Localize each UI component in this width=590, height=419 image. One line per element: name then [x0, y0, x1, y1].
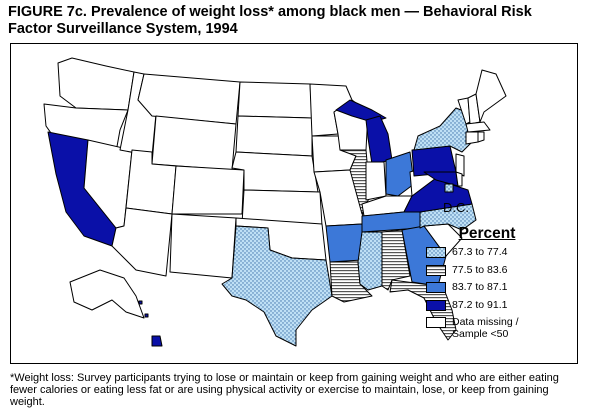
state-hi-small-1	[138, 300, 143, 305]
legend-swatch-light-dots	[426, 247, 446, 258]
state-oh	[385, 151, 415, 197]
state-ms	[357, 231, 383, 291]
state-wy	[151, 115, 237, 171]
state-nd	[237, 81, 313, 119]
dc-inset-label: D.C.	[443, 200, 469, 215]
legend-item: 83.7 to 87.1	[426, 281, 576, 299]
state-il	[339, 149, 371, 215]
state-hi-small-2	[144, 313, 149, 318]
state-co	[171, 165, 245, 215]
legend-item: 87.2 to 91.1	[426, 299, 576, 317]
legend-swatch-none	[426, 317, 446, 328]
state-ar	[325, 223, 363, 263]
state-az	[111, 207, 173, 277]
state-nm	[169, 213, 237, 279]
legend-item: 67.3 to 77.4	[426, 246, 576, 264]
state-de	[455, 171, 463, 187]
state-in	[365, 161, 387, 201]
state-ct	[465, 131, 479, 145]
legend-label: 87.2 to 91.1	[452, 298, 508, 311]
footnote: *Weight loss: Survey participants trying…	[10, 372, 559, 408]
legend-item: Data missing / Sample <50	[426, 316, 576, 344]
state-nj	[455, 153, 465, 177]
state-mt	[137, 73, 241, 125]
state-sd	[235, 115, 313, 157]
legend-title: Percent	[458, 225, 516, 242]
state-nc	[419, 203, 477, 231]
state-dc-inset	[444, 183, 454, 193]
legend-label: 67.3 to 77.4	[452, 246, 508, 258]
legend-label: 83.7 to 87.1	[452, 281, 508, 293]
state-mi	[365, 115, 393, 165]
state-wa	[57, 57, 135, 111]
map-panel	[10, 43, 578, 364]
figure-title: FIGURE 7c. Prevalence of weight loss* am…	[8, 4, 532, 37]
state-ne	[231, 151, 319, 193]
state-ma	[465, 121, 491, 133]
legend-item: 77.5 to 83.6	[426, 264, 576, 282]
legend-swatch-dark-blue	[426, 299, 446, 311]
state-mi-up	[335, 99, 387, 123]
map-legend: Percent 67.3 to 77.4 77.5 to 83.6 83.7 t…	[426, 225, 576, 344]
state-me	[475, 69, 507, 123]
legend-swatch-horizontal-lines	[426, 264, 446, 276]
legend-label: Data missing / Sample <50	[452, 316, 519, 340]
legend-swatch-medium-blue	[426, 282, 446, 293]
state-ri	[477, 131, 485, 143]
legend-label: 77.5 to 83.6	[452, 263, 508, 276]
state-hi	[151, 335, 163, 347]
state-ak	[69, 269, 145, 319]
state-tx	[221, 225, 333, 347]
